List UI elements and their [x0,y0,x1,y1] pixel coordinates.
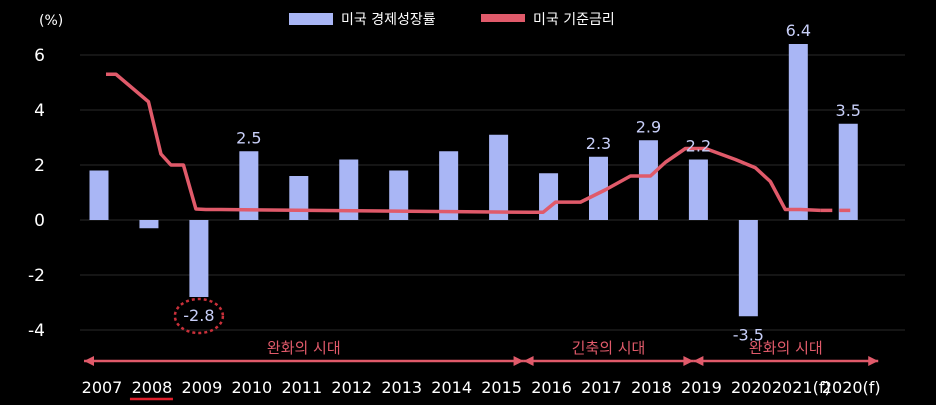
x-tick-2011: 2011 [281,378,322,397]
legend: 미국 경제성장률 미국 기준금리 [289,12,615,28]
y-tick-0: 0 [34,211,45,231]
y-tick--4: -4 [28,321,45,341]
era-label-1: 긴축의 시대 [572,339,646,357]
x-tick-2012: 2012 [331,378,372,397]
era-arrow-head-right-2 [868,356,879,366]
x-tick-2010: 2010 [231,378,272,397]
bar-2020(f) [838,123,858,220]
x-tick-2020: 2020 [731,378,772,397]
legend-swatch-growth [289,13,333,25]
data-label-2009: -2.8 [183,306,214,325]
x-tick-2018: 2018 [631,378,672,397]
bar-2014 [439,151,459,220]
x-tick-2021(f): 2021(f) [772,378,831,397]
era-arrow-head-right-0 [513,356,524,366]
bar-2013 [389,170,409,220]
x-tick-2013: 2013 [381,378,422,397]
era-arrow-head-right-1 [683,356,694,366]
y-tick-2: 2 [34,156,45,176]
x-tick-2017: 2017 [581,378,622,397]
y-axis-unit-label: (%) [39,13,63,29]
era-label-0: 완화의 시대 [267,339,341,357]
x-tick-2014: 2014 [431,378,472,397]
rate-line-actual [106,72,821,215]
x-tick-2020(f): 2020(f) [822,378,881,397]
y-axis-ticks: -4 -2 0 2 4 6 [28,46,45,341]
data-label-2017: 2.3 [586,134,611,153]
x-tick-2019: 2019 [681,378,722,397]
bar-2009 [189,220,209,297]
data-label-2020: -3.5 [733,325,764,344]
bar-2012 [339,159,359,220]
x-tick-2015: 2015 [481,378,522,397]
bar-2020 [738,220,758,317]
era-arrow-head-left-1 [523,356,534,366]
legend-label-rate: 미국 기준금리 [533,12,615,28]
bar-2011 [289,176,309,220]
y-tick--2: -2 [28,266,45,286]
highlight-circle-2009 [173,297,225,335]
x-tick-2009: 2009 [182,378,223,397]
bar-2017 [589,156,608,220]
y-tick-6: 6 [34,46,45,66]
bar-2018 [638,140,658,220]
x-axis-ticks: 2007 2008 2009 2010 2011 2012 2013 2014 2015 2016… [82,378,881,401]
era-arrows: 완화의 시대 긴축의 시대 완화의 시대 [84,339,879,366]
interest-rate-line [106,72,851,215]
era-arrow-head-left-2 [693,356,704,366]
x-tick-2008: 2008 [132,378,173,397]
era-label-2: 완화의 시대 [749,339,823,357]
legend-swatch-rate [481,14,525,22]
legend-label-growth: 미국 경제성장률 [341,12,436,28]
bar-2015 [489,134,509,220]
data-label-2020(f): 3.5 [836,101,861,120]
data-label-2018: 2.9 [636,117,661,136]
era-arrow-head-left-0 [84,356,95,366]
bar-2019 [688,159,708,220]
x-tick-2016: 2016 [531,378,572,397]
bar-2010 [239,151,259,220]
bar-2021(f) [788,44,808,220]
x-tick-2007: 2007 [82,378,123,397]
data-labels: -2.8 2.5 2.3 2.9 2.2 -3.5 6.4 3.5 [173,21,861,344]
bar-2007 [89,170,109,220]
data-label-2019: 2.2 [686,137,711,156]
y-tick-4: 4 [34,101,45,121]
bar-2008 [139,220,159,229]
data-label-2021(f): 6.4 [786,21,811,40]
data-label-2010: 2.5 [236,128,261,147]
bar-2016 [539,173,559,220]
